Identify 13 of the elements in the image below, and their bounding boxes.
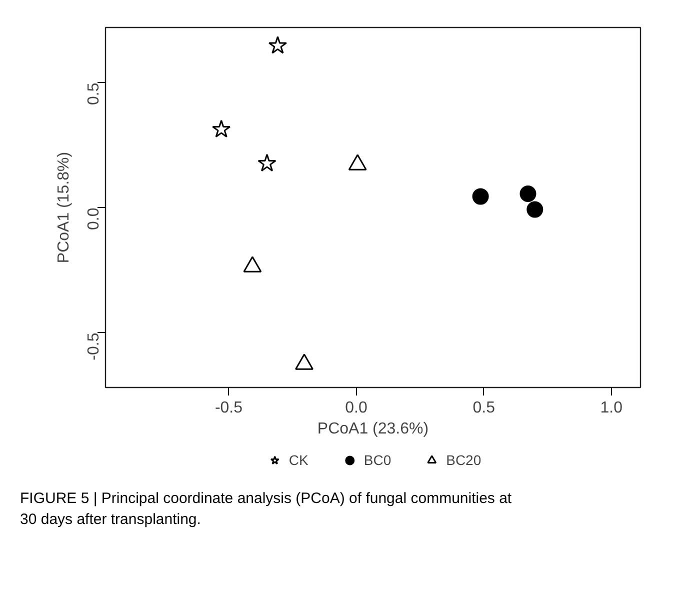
y-tick-label: -0.5	[86, 332, 102, 360]
x-tick-label: 0.0	[345, 400, 368, 416]
y-tick-label: 0.0	[86, 208, 102, 230]
y-tick-label: 0.5	[86, 82, 102, 105]
x-tick-label: 0.5	[472, 400, 496, 416]
x-tick-label: -0.5	[214, 400, 243, 416]
x-tick-label: 1.0	[600, 400, 623, 416]
y-axis-title: PCoA1 (15.8%)	[56, 152, 72, 264]
caption: FIGURE 5 | Principal coordinate analysis (PCoA) of fungal communities at 30 days after transplanting.	[20, 489, 512, 530]
x-axis-title: PCoA1 (23.6%)	[317, 420, 429, 438]
legend-label: CK	[288, 452, 309, 468]
legend-label: BC0	[364, 452, 392, 468]
legend-label: BC20	[446, 452, 482, 468]
